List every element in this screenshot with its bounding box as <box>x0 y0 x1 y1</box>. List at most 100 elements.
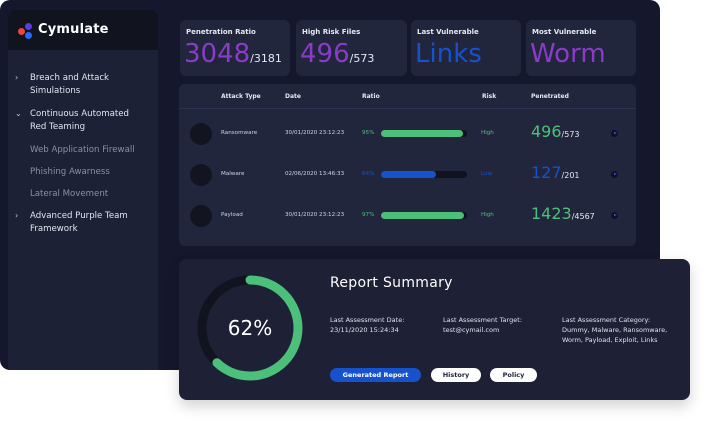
table-header: Attack Type Date Ratio Risk Penetrated <box>179 84 636 109</box>
last-assessment-date-label: Last Assessment Date: <box>330 316 405 324</box>
column-header-ratio[interactable]: Ratio <box>362 93 380 100</box>
stat-label: Most Vulnerable <box>532 28 597 36</box>
penetrated-count: 496/573 <box>531 121 580 146</box>
penetrated-value: 127 <box>531 163 562 182</box>
attack-date: 02/06/2020 13:46:33 <box>285 171 345 177</box>
last-assessment-date-value: 23/11/2020 15:24:34 <box>330 326 399 334</box>
ratio-progress-fill <box>381 171 437 178</box>
gauge-percent: 62% <box>227 316 273 340</box>
attack-type: Ransomware <box>221 130 258 136</box>
ratio-percent: 97% <box>362 212 375 218</box>
sidebar-item-breach-attack[interactable]: › Breach and Attack Simulations <box>8 72 158 97</box>
risk-level: High <box>481 212 494 218</box>
stat-card-most-vulnerable: Most Vulnerable Worm <box>526 20 636 76</box>
sidebar-subitem-lateral[interactable]: Lateral Movement <box>30 189 109 199</box>
report-summary-card: 62% Report Summary Last Assessment Date:… <box>179 259 690 400</box>
last-assessment-category-label: Last Assessment Category: <box>562 316 651 324</box>
column-header-penetrated[interactable]: Penetrated <box>531 93 569 100</box>
sidebar: Cymulate › Breach and Attack Simulations… <box>8 10 158 370</box>
ratio-progress-fill <box>381 212 465 219</box>
stat-label: Last Vulnerable <box>417 28 479 36</box>
stat-card-last-vulnerable: Last Vulnerable Links <box>411 20 521 76</box>
stat-card-penetration-ratio: Penetration Ratio 3048/3181 <box>180 20 290 76</box>
gauge-ring <box>197 275 303 381</box>
ratio-percent: 95% <box>362 130 375 136</box>
stat-card-high-risk-files: High Risk Files 496/573 <box>296 20 407 76</box>
chevron-right-icon: › <box>15 211 19 220</box>
column-header-date[interactable]: Date <box>285 93 301 100</box>
ratio-progress-bar <box>381 171 467 178</box>
sidebar-item-car-teaming[interactable]: ⌄ Continuous Automated Red Teaming <box>8 108 158 133</box>
sidebar-item-label: Continuous Automated <box>30 109 129 119</box>
sidebar-item-label: Simulations <box>30 85 81 96</box>
stat-value: 496/573 <box>300 38 374 75</box>
risk-level: Low <box>481 171 493 177</box>
attack-date: 30/01/2020 23:12:23 <box>285 130 345 136</box>
attack-type-icon <box>190 123 212 145</box>
last-assessment-date: Last Assessment Date: 23/11/2020 15:24:3… <box>330 315 404 335</box>
report-title: Report Summary <box>330 275 453 291</box>
attack-type-icon <box>190 164 212 186</box>
sidebar-item-label: Framework <box>30 223 78 234</box>
ratio-progress-bar <box>381 212 467 219</box>
last-assessment-target: Last Assessment Target: test@cymail.com <box>443 315 522 335</box>
play-icon[interactable] <box>611 212 618 219</box>
attack-type: Payload <box>221 212 243 218</box>
completion-gauge: 62% <box>195 273 305 383</box>
ratio-percent: 64% <box>362 171 375 177</box>
sidebar-item-purple-team[interactable]: › Advanced Purple Team Framework <box>8 210 158 235</box>
last-assessment-target-label: Last Assessment Target: <box>443 316 522 324</box>
stat-label: High Risk Files <box>302 28 361 36</box>
penetrated-total: /573 <box>561 130 580 139</box>
stat-value-number: Worm <box>530 39 606 69</box>
sidebar-item-label: Red Teaming <box>30 121 86 132</box>
app-window: Cymulate › Breach and Attack Simulations… <box>0 0 660 370</box>
stat-value-total: /573 <box>349 52 375 65</box>
sidebar-nav: › Breach and Attack Simulations ⌄ Contin… <box>8 62 158 235</box>
table-row[interactable]: Ransomware 30/01/2020 23:12:23 95% High … <box>179 119 636 149</box>
stat-value: Links <box>415 38 482 70</box>
attack-type-icon <box>190 205 212 227</box>
ratio-progress-bar <box>381 130 467 137</box>
gauge-arc <box>197 275 303 381</box>
column-header-risk[interactable]: Risk <box>482 93 497 100</box>
cymulate-logo-icon <box>18 23 36 39</box>
penetrated-count: 127/201 <box>531 162 580 187</box>
penetrated-value: 496 <box>531 122 562 141</box>
stat-value-total: /3181 <box>250 52 282 65</box>
penetrated-count: 1423/4567 <box>531 203 595 228</box>
stat-value: 3048/3181 <box>184 38 282 75</box>
policy-button[interactable]: Policy <box>490 368 537 382</box>
penetrated-total: /201 <box>561 171 580 180</box>
brand-name: Cymulate <box>38 22 109 37</box>
stat-value-number: 496 <box>300 39 350 69</box>
play-icon[interactable] <box>611 130 618 137</box>
stat-label: Penetration Ratio <box>186 28 256 36</box>
ratio-progress-fill <box>381 130 463 137</box>
stat-value: Worm <box>530 38 606 70</box>
attack-date: 30/01/2020 23:12:23 <box>285 212 345 218</box>
column-header-attack-type[interactable]: Attack Type <box>221 93 261 100</box>
sidebar-item-label: Breach and Attack <box>30 73 110 83</box>
stat-value-number: Links <box>415 39 482 69</box>
penetrated-value: 1423 <box>531 204 572 223</box>
risk-level: High <box>481 130 494 136</box>
attack-table: Attack Type Date Ratio Risk Penetrated R… <box>179 84 636 246</box>
chevron-down-icon: ⌄ <box>15 109 22 118</box>
sidebar-subitem-phishing[interactable]: Phishing Awarness <box>30 167 110 177</box>
generated-report-button[interactable]: Generated Report <box>330 368 421 382</box>
stat-value-number: 3048 <box>184 39 251 69</box>
chevron-right-icon: › <box>15 73 19 82</box>
table-row[interactable]: Malware 02/06/2020 13:46:33 64% Low 127/… <box>179 160 636 190</box>
table-row[interactable]: Payload 30/01/2020 23:12:23 97% High 142… <box>179 201 636 231</box>
last-assessment-category-value: Worm, Payload, Exploit, Links <box>562 336 658 344</box>
last-assessment-category: Last Assessment Category: Dummy, Malware… <box>562 315 667 345</box>
last-assessment-category-value: Dummy, Malware, Ransomware, <box>562 326 668 334</box>
sidebar-item-label: Advanced Purple Team <box>30 211 128 221</box>
play-icon[interactable] <box>611 171 618 178</box>
history-button[interactable]: History <box>431 368 481 382</box>
penetrated-total: /4567 <box>571 212 595 221</box>
sidebar-subitem-waf[interactable]: Web Application Firewall <box>30 145 135 155</box>
logo-bar[interactable]: Cymulate <box>8 10 158 50</box>
last-assessment-target-value: test@cymail.com <box>443 326 500 334</box>
